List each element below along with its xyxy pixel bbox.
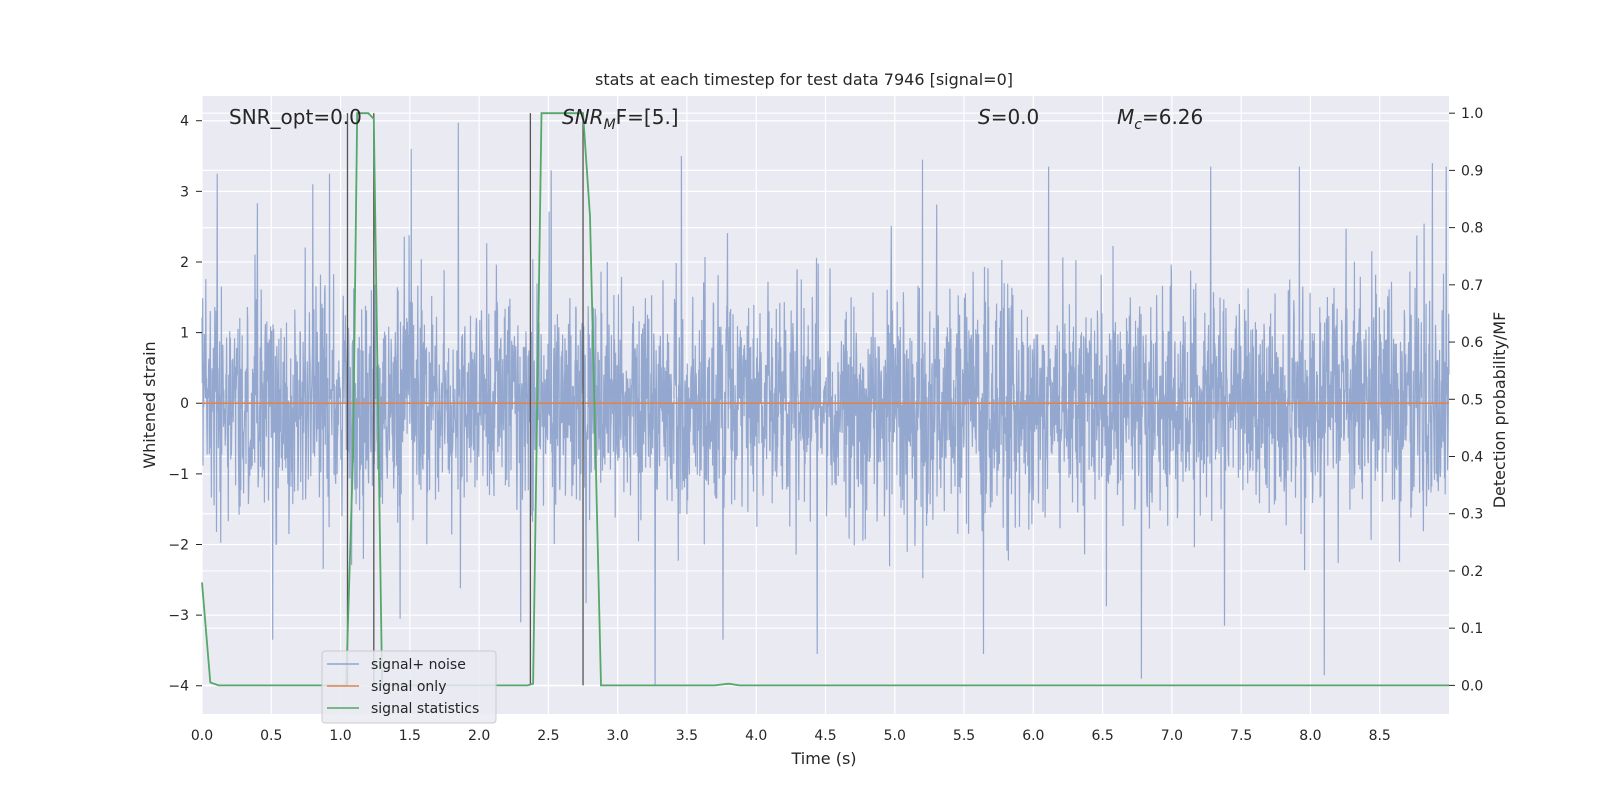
right-y-tick-label: 0.0 bbox=[1461, 678, 1483, 694]
right-y-tick-label: 0.2 bbox=[1461, 564, 1483, 580]
right-y-axis-ticks: 0.0 0.1 0.2 0.3 0.4 0.5 0.6 0.7 0.8 0.9 1.0 bbox=[1449, 106, 1483, 694]
x-tick-label: 1.0 bbox=[329, 728, 351, 744]
right-y-tick-label: 0.4 bbox=[1461, 450, 1483, 466]
legend-label-signal-noise: signal+ noise bbox=[371, 657, 466, 673]
x-tick-label: 4.0 bbox=[745, 728, 767, 744]
right-y-tick-label: 0.5 bbox=[1461, 392, 1483, 408]
right-y-tick-label: 0.9 bbox=[1461, 163, 1483, 179]
legend-label-signal-only: signal only bbox=[371, 679, 446, 695]
x-tick-label: 2.5 bbox=[537, 728, 559, 744]
vertical-markers bbox=[346, 113, 584, 686]
x-tick-label: 8.5 bbox=[1369, 728, 1391, 744]
y-tick-label: 2 bbox=[180, 255, 189, 271]
s-annotation: S=0.0 bbox=[978, 105, 1039, 129]
mc-rest: =6.26 bbox=[1142, 105, 1203, 129]
chart-title: stats at each timestep for test data 794… bbox=[595, 70, 1013, 89]
x-axis-label: Time (s) bbox=[790, 749, 856, 768]
snr-mf-rest: F=[5.] bbox=[616, 105, 679, 129]
mc-sub: c bbox=[1134, 117, 1142, 133]
right-y-tick-label: 0.3 bbox=[1461, 507, 1483, 523]
mc-base: M bbox=[1117, 105, 1134, 129]
x-tick-label: 7.0 bbox=[1161, 728, 1183, 744]
signal-noise-line bbox=[201, 122, 1450, 686]
right-y-tick-label: 1.0 bbox=[1461, 106, 1483, 122]
x-tick-label: 5.0 bbox=[884, 728, 906, 744]
y-axis-ticks: −4 −3 −2 −1 0 1 2 3 4 bbox=[168, 114, 202, 695]
x-tick-label: 5.5 bbox=[953, 728, 975, 744]
x-tick-label: 4.5 bbox=[814, 728, 836, 744]
x-tick-label: 0.0 bbox=[191, 728, 213, 744]
x-axis-ticks: 0.0 0.5 1.0 1.5 2.0 2.5 3.0 3.5 4.0 4.5 5.0 5.5 6.0 6… bbox=[191, 728, 1391, 744]
x-tick-label: 0.5 bbox=[260, 728, 282, 744]
s-rest: =0.0 bbox=[991, 105, 1040, 129]
y-tick-label: 3 bbox=[180, 184, 189, 200]
y-tick-label: −2 bbox=[168, 537, 189, 553]
x-tick-label: 7.5 bbox=[1230, 728, 1252, 744]
legend: signal+ noise signal only signal statist… bbox=[321, 650, 497, 724]
right-y-axis-label: Detection probability/MF bbox=[1490, 312, 1509, 509]
y-tick-label: −3 bbox=[168, 608, 189, 624]
x-tick-label: 2.0 bbox=[468, 728, 490, 744]
x-tick-label: 3.0 bbox=[607, 728, 629, 744]
x-tick-label: 3.5 bbox=[676, 728, 698, 744]
snr-mf-annotation: SNRMF=[5.] bbox=[562, 105, 679, 133]
right-y-tick-label: 0.8 bbox=[1461, 221, 1483, 237]
mc-annotation: Mc=6.26 bbox=[1117, 105, 1203, 133]
right-y-tick-label: 0.1 bbox=[1461, 621, 1483, 637]
snr-mf-sub: M bbox=[604, 117, 616, 133]
legend-box bbox=[321, 650, 497, 724]
snr-opt-annotation: SNR_opt=0.0 bbox=[229, 105, 362, 129]
x-tick-label: 6.5 bbox=[1091, 728, 1113, 744]
x-tick-label: 6.0 bbox=[1022, 728, 1044, 744]
y-tick-label: 4 bbox=[180, 114, 189, 130]
right-y-tick-label: 0.7 bbox=[1461, 278, 1483, 294]
x-tick-label: 8.0 bbox=[1299, 728, 1321, 744]
legend-label-signal-statistics: signal statistics bbox=[371, 701, 479, 717]
s-var: S bbox=[978, 105, 991, 129]
y-tick-label: −1 bbox=[168, 467, 189, 483]
y-tick-label: 0 bbox=[180, 396, 189, 412]
y-tick-label: −4 bbox=[168, 679, 189, 695]
snr-mf-base: SNR bbox=[562, 105, 604, 129]
right-y-tick-label: 0.6 bbox=[1461, 335, 1483, 351]
y-tick-label: 1 bbox=[180, 326, 189, 342]
y-axis-label: Whitened strain bbox=[140, 341, 159, 468]
x-tick-label: 1.5 bbox=[399, 728, 421, 744]
